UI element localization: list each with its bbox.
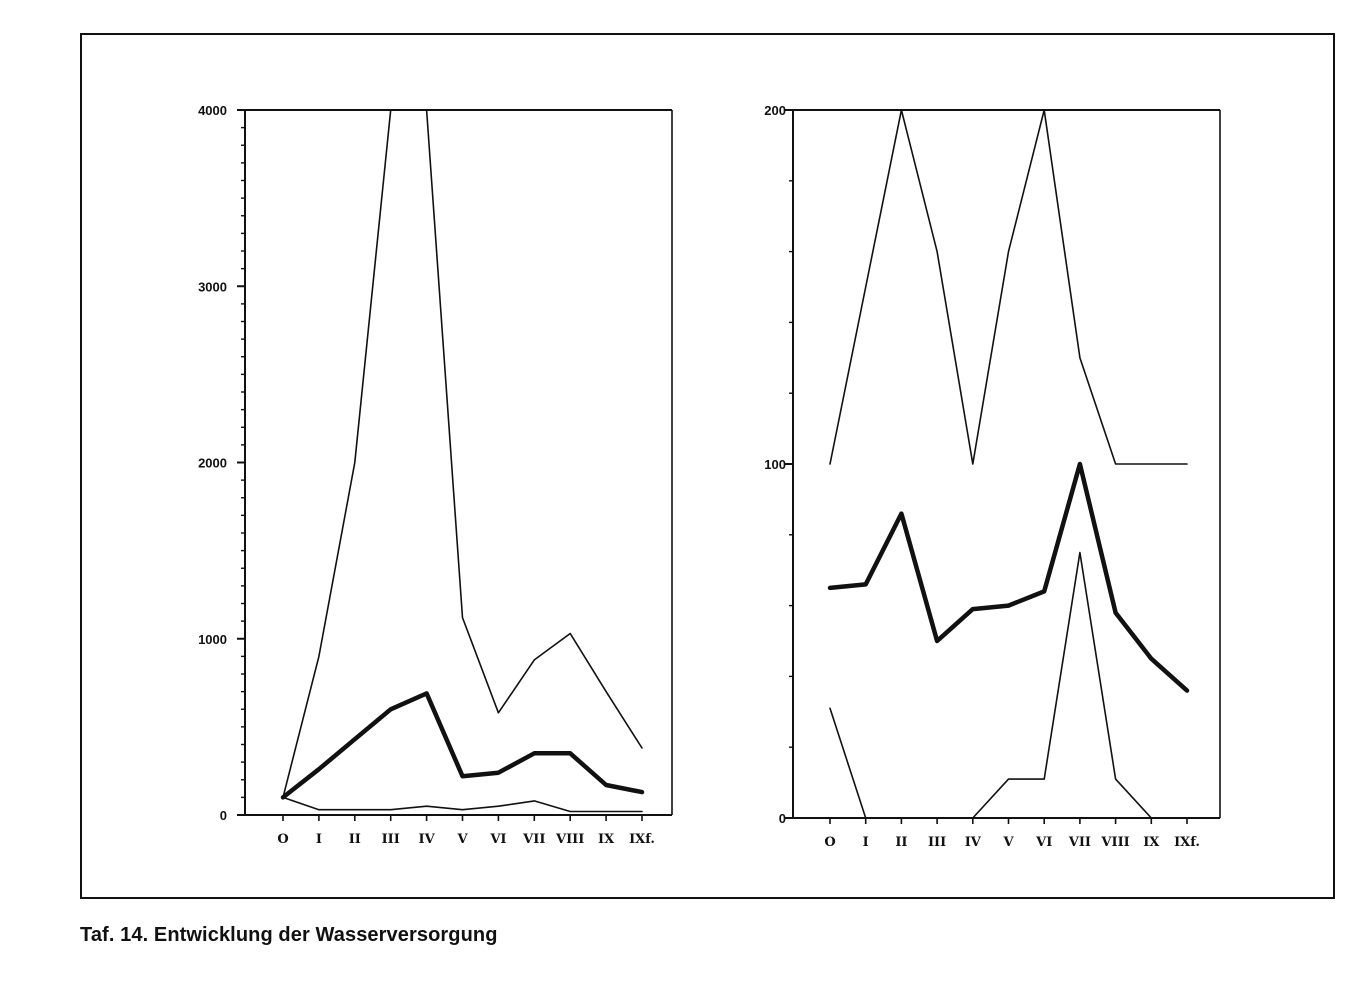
y-tick-label: 4000 [198,103,227,118]
x-tick-label: IV [965,835,982,850]
series-line-2 [827,461,1190,693]
x-tick-label: IV [419,832,436,847]
x-tick-label: IXf. [629,832,655,847]
x-tick-label: VI [1035,835,1052,850]
y-tick-label: 1000 [198,632,227,647]
y-tick-label: 100 [764,457,786,472]
x-tick-label: V [456,832,468,847]
x-tick-label: III [382,832,400,847]
x-tick-label: IX [598,832,615,847]
x-tick-label: O [277,832,288,847]
x-tick-label: I [863,835,869,850]
x-tick-label: IXf. [1174,835,1200,850]
x-tick-label: V [1002,835,1014,850]
x-tick-label: IX [1143,835,1160,850]
y-tick-label: 2000 [198,456,227,471]
x-tick-label: O [824,835,835,850]
x-tick-label: VII [1068,835,1091,850]
x-tick-label: III [928,835,946,850]
x-tick-label: II [349,832,361,847]
y-tick-label: 0 [779,811,786,826]
x-tick-label: VII [522,832,545,847]
series-line-2 [280,691,645,800]
series-line-3 [282,796,643,813]
y-tick-label: 200 [764,103,786,118]
series-line-1 [829,109,1188,465]
series-line-1 [282,109,643,799]
x-tick-label: VI [489,832,506,847]
y-tick-label: 3000 [198,279,227,294]
figure-frame [80,33,1335,899]
series-line-3 [829,551,1153,819]
x-tick-label: II [895,835,907,850]
figure-caption: Taf. 14. Entwicklung der Wasserversorgun… [80,924,498,946]
y-tick-label: 0 [220,808,227,823]
x-tick-label: I [316,832,322,847]
x-tick-label: VIII [555,832,584,847]
x-tick-label: VIII [1100,835,1129,850]
